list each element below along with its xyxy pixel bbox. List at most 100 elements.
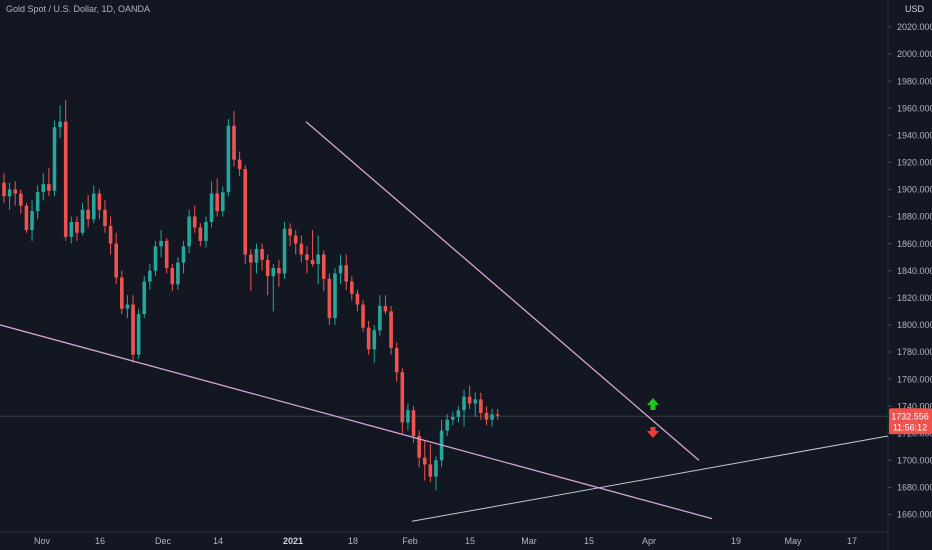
time-tick-label: 15 [465,536,475,546]
candle-body [237,159,242,170]
candle-body [333,273,337,319]
time-tick-label: 18 [348,536,358,546]
price-badge-countdown: 11:56:12 [893,422,927,432]
price-tick-label: 1740.000 [897,401,932,411]
candle-body [24,205,29,231]
candle-body [288,228,292,236]
candle-body [445,419,449,431]
candle-body [484,412,489,420]
candle-body [2,182,6,197]
candle-body [260,249,264,260]
candle-body [400,372,405,423]
candle-body [383,305,388,312]
candle-body [47,184,51,191]
time-tick-label: 19 [731,536,741,546]
candle-body [91,193,96,220]
price-tick-label: 2020.000 [897,22,932,32]
candle-body [142,281,147,315]
candle-body [428,464,433,477]
time-tick-label: Apr [642,536,656,546]
time-tick-label: May [784,536,802,546]
candle-body [327,278,332,319]
candle-body [75,221,79,233]
candle-body [209,193,214,222]
candle-body [148,270,152,282]
candle-body [422,457,427,465]
candle-body [52,127,57,191]
price-tick-label: 1880.000 [897,212,932,222]
candle-body [131,304,135,355]
candle-body [164,240,169,269]
candle-body [220,192,225,212]
price-tick-label: 1680.000 [897,483,932,493]
candle-body [316,254,320,264]
candle-body [204,221,208,241]
currency-label: USD [904,4,924,14]
lower-trendline[interactable] [0,324,713,520]
candle-body [310,259,315,264]
candle-body [159,240,163,247]
price-tick-label: 1960.000 [897,103,932,113]
candle-body [63,121,68,237]
candle-body [69,221,74,237]
candle-body [271,268,276,277]
candle-body [136,314,141,355]
price-tick-label: 1840.000 [897,266,932,276]
candle-body [41,184,46,193]
candle-body [243,169,248,255]
candle-body [35,192,40,212]
price-badge-value: 1732.556 [891,411,929,421]
candle-body [176,262,180,285]
candle-body [232,125,236,160]
candle-body [108,226,113,244]
candle-body [181,246,186,263]
price-tick-label: 1900.000 [897,185,932,195]
candle-body [451,417,455,420]
arrow-up-icon[interactable] [647,398,659,410]
candle-body [372,330,377,350]
candle-body [355,293,360,305]
candle-body [305,254,309,260]
price-tick-label: 1800.000 [897,320,932,330]
time-tick-label: 2021 [283,536,303,546]
arrow-down-icon[interactable] [647,427,659,438]
candle-body [153,246,158,271]
price-tick-label: 1940.000 [897,130,932,140]
time-tick-label: Mar [521,536,537,546]
candle-body [456,410,461,418]
candle-body [462,396,466,411]
rising-support-line[interactable] [411,435,889,522]
price-tick-label: 1760.000 [897,374,932,384]
price-tick-label: 1980.000 [897,76,932,86]
candle-body [58,121,62,128]
candle-body [417,435,421,458]
candle-body [277,268,281,274]
time-tick-label: 16 [95,536,105,546]
candle-body [467,396,472,404]
price-tick-label: 2000.000 [897,49,932,59]
candle-body [97,193,102,210]
time-tick-label: Dec [155,536,172,546]
candle-body [490,414,494,420]
candle-body [361,304,365,328]
candle-body [215,193,219,212]
candle-body [406,410,410,423]
price-tick-label: 1780.000 [897,347,932,357]
candle-body [125,304,130,309]
candle-body [378,305,382,331]
time-tick-label: Nov [34,536,51,546]
candle-body [350,281,354,294]
candle-body [103,209,107,227]
candle-body [114,243,118,278]
candle-body [434,460,438,477]
descending-trendline[interactable] [305,121,700,461]
price-tick-label: 1860.000 [897,239,932,249]
candle-body [321,254,326,279]
candle-body [366,327,371,350]
candle-body [344,265,349,282]
candle-body [86,209,90,220]
price-tick-label: 1660.000 [897,510,932,520]
candle-body [473,399,478,404]
candle-body [411,410,416,436]
